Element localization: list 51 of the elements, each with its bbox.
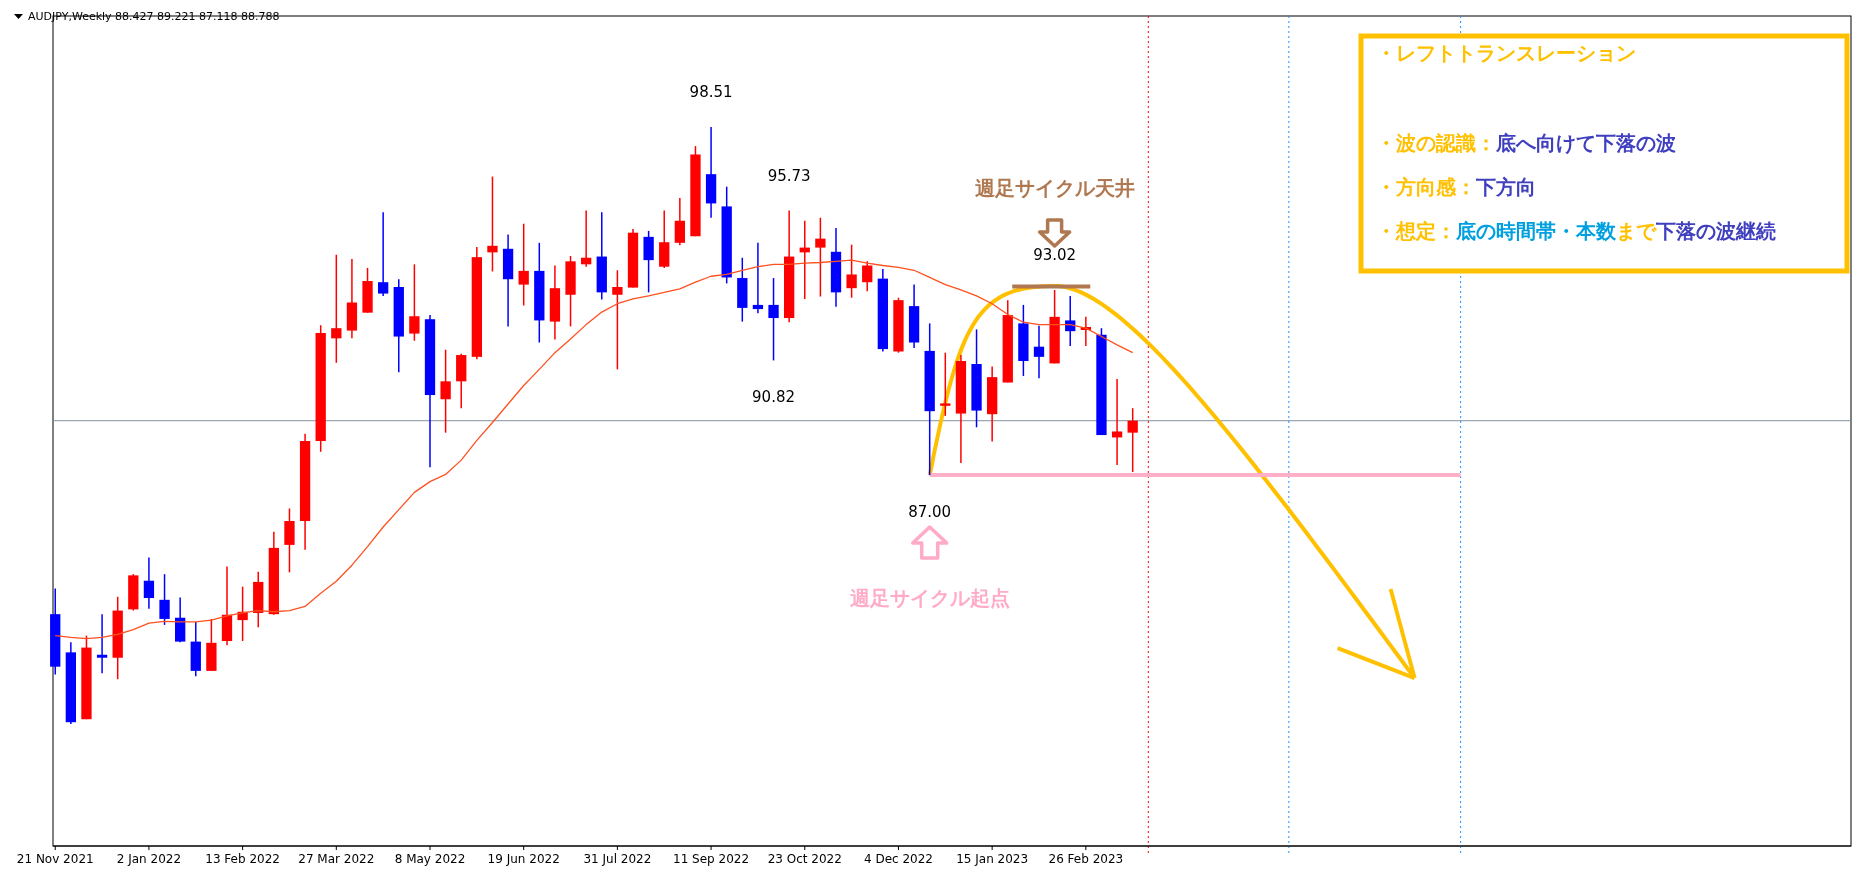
candlestick [284,507,295,574]
x-tick-label: 23 Oct 2022 [767,852,842,866]
candlestick [378,211,389,297]
candlestick [643,230,654,294]
annotation: 下落の波継続 [1655,219,1776,243]
candlestick [752,242,764,315]
annotation: 98.51 [689,83,733,101]
candlestick [815,216,826,298]
candlestick [674,197,685,246]
annotation: まで [1616,219,1657,243]
chart-title: AUDJPY,Weekly 88.427 89.221 87.118 88.788 [28,10,280,23]
candlestick [1127,407,1138,473]
annotation: 下方向 [1475,175,1536,199]
annotation: 93.02 [1033,245,1077,264]
x-tick-label: 13 Feb 2022 [205,852,280,866]
annotation: ・想定： [1376,219,1456,243]
candlestick [143,556,155,610]
x-tick-label: 31 Jul 2022 [583,852,652,866]
candlestick [440,348,451,434]
annotation: 底の時間帯・本数 [1455,219,1617,243]
x-tick-label: 26 Feb 2023 [1048,852,1124,866]
annotation: 週足サイクル天井 [973,175,1135,200]
annotation: ・波の認識： [1376,131,1496,155]
candlestick [846,243,857,299]
x-tick-label: 27 Mar 2022 [298,852,375,866]
text: ・レフトトランスレーション [1376,41,1636,65]
candlestick [612,269,623,371]
x-tick-label: 21 Nov 2021 [16,852,94,866]
candlestick [487,175,498,273]
annotation: 95.73 [767,166,811,185]
annotation: 87.00 [908,503,952,522]
annotation: ・方向感： [1376,175,1476,199]
candlestick [331,254,342,364]
candlestick [862,260,873,292]
annotation: 底へ向けて下落の波 [1495,131,1676,155]
x-tick-label: 11 Sep 2022 [673,852,750,866]
x-tick-label: 8 May 2022 [394,852,466,866]
x-tick-label: 15 Jan 2023 [956,852,1029,866]
candlestick [409,263,420,342]
candlestick [1033,325,1045,380]
candlestick [159,573,170,626]
candlestick [768,277,779,362]
x-tick-label: 2 Jan 2022 [116,852,182,866]
candlestick [1111,378,1123,466]
candlestick [518,222,529,307]
annotation: 90.82 [752,388,796,407]
candlestick [940,351,951,417]
x-tick-label: 4 Dec 2022 [863,852,933,866]
annotation: 週足サイクル起点 [848,586,1010,611]
x-tick-label: 19 Jun 2022 [487,852,560,866]
candlestick [96,613,108,675]
